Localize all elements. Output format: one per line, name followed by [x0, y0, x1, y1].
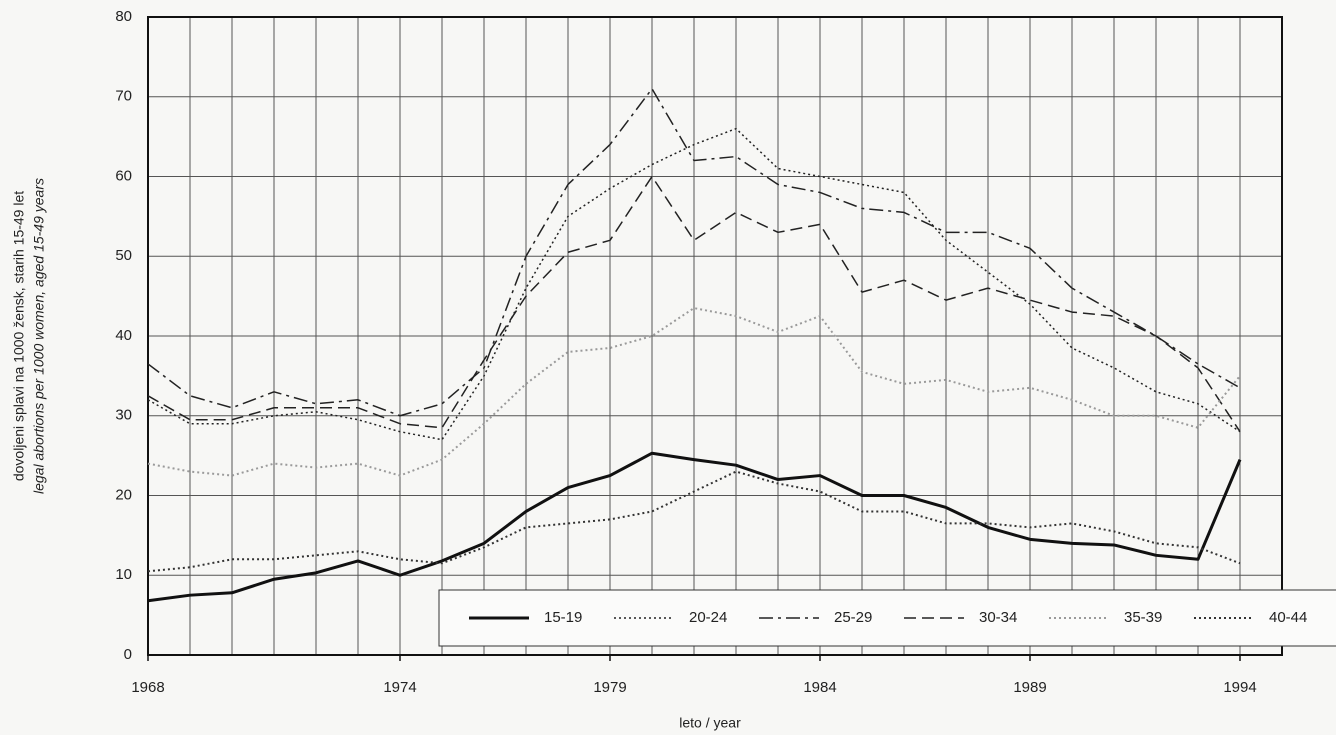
legend-label: 15-19	[544, 609, 582, 626]
y-tick-label: 80	[115, 8, 132, 25]
x-tick-label: 1994	[1223, 679, 1256, 696]
y-tick-label: 10	[115, 566, 132, 583]
x-tick-label: 1974	[383, 679, 416, 696]
x-axis-label: leto / year	[679, 715, 741, 731]
series-line	[147, 175, 1241, 433]
legend-label: 25-29	[834, 609, 872, 626]
legend-label: 40-44	[1269, 609, 1307, 626]
series-line	[147, 88, 1241, 417]
y-axis-label-2: legal abortions per 1000 women, aged 15-…	[31, 178, 47, 494]
y-tick-label: 20	[115, 486, 132, 503]
series-line	[147, 451, 1242, 603]
series-line	[147, 127, 1241, 441]
legend: 15-19 20-24 25-29 30-34 35-39 40-44	[438, 589, 1336, 647]
legend-label: 20-24	[689, 609, 727, 626]
x-tick-label: 1968	[131, 679, 164, 696]
x-tick-label: 1984	[803, 679, 836, 696]
y-tick-label: 0	[124, 646, 132, 663]
series-line	[147, 470, 1241, 573]
plot-frame	[147, 16, 1283, 656]
legend-label: 30-34	[979, 609, 1017, 626]
y-tick-label: 70	[115, 88, 132, 105]
legend-label: 35-39	[1124, 609, 1162, 626]
y-tick-label: 60	[115, 167, 132, 184]
legend-box	[438, 589, 1336, 647]
x-tick-label: 1979	[593, 679, 626, 696]
y-tick-label: 30	[115, 407, 132, 424]
y-tick-label: 40	[115, 327, 132, 344]
y-tick-label: 50	[115, 247, 132, 264]
x-tick-label: 1989	[1013, 679, 1046, 696]
y-axis-label: dovoljeni splavi na 1000 žensk, starih 1…	[11, 191, 27, 481]
